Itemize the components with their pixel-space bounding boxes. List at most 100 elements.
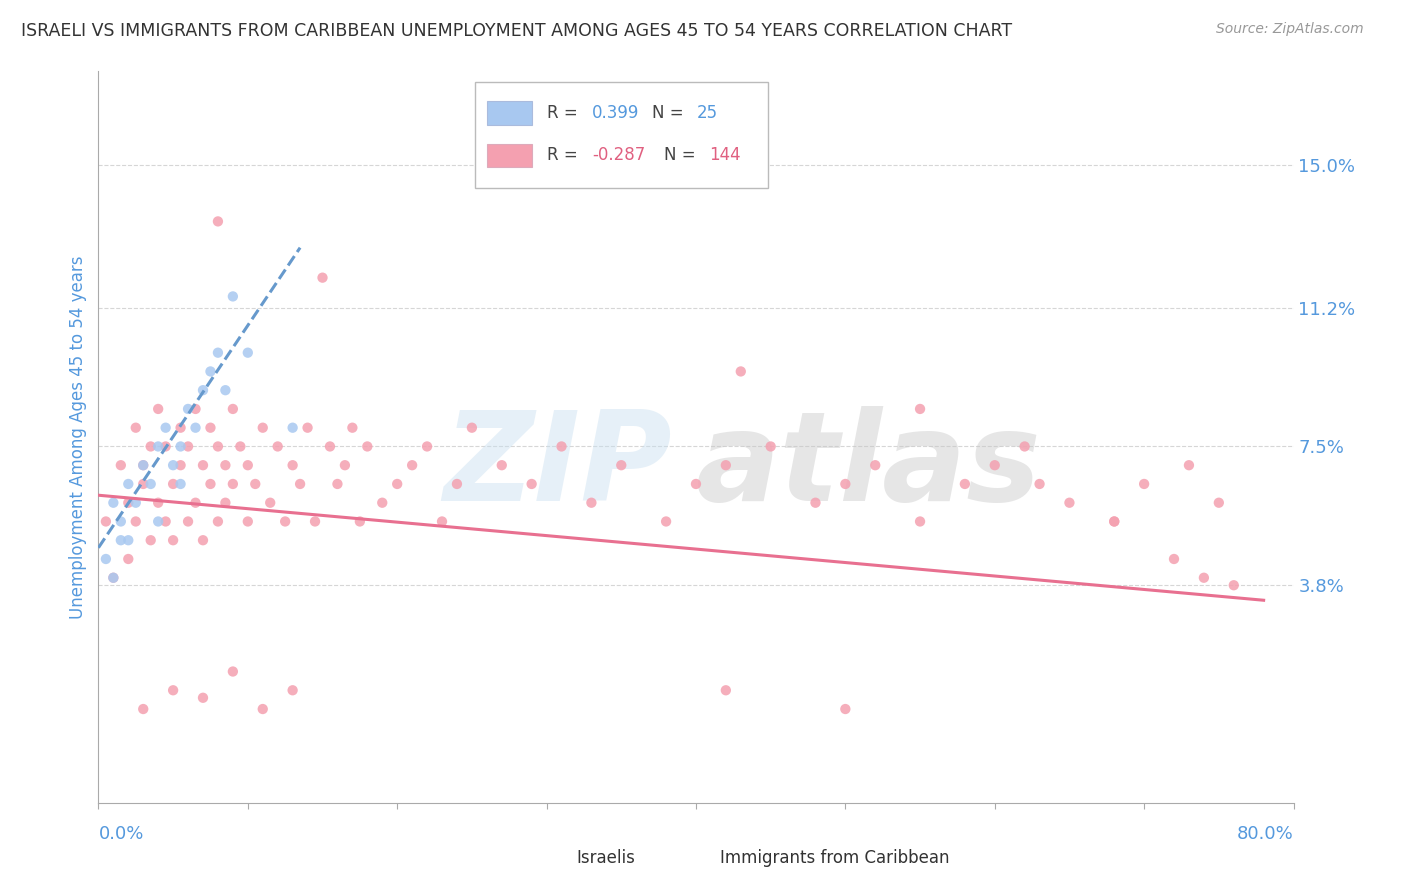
Point <box>110 533 132 548</box>
Point <box>1208 496 1230 510</box>
Point <box>461 420 484 434</box>
Point <box>162 683 184 698</box>
Point <box>385 477 409 491</box>
Text: Immigrants from Caribbean: Immigrants from Caribbean <box>720 848 949 867</box>
Point <box>200 364 222 378</box>
Point <box>550 440 572 454</box>
Point <box>148 515 170 529</box>
Point <box>117 552 139 566</box>
Point <box>148 440 170 454</box>
Point <box>1028 477 1050 491</box>
Point <box>804 496 827 510</box>
Point <box>103 496 125 510</box>
Point <box>1104 515 1126 529</box>
Point <box>148 496 170 510</box>
Point <box>214 383 236 397</box>
Point <box>865 458 887 473</box>
Point <box>1163 552 1185 566</box>
Point <box>401 458 423 473</box>
Point <box>125 420 148 434</box>
FancyBboxPatch shape <box>672 847 710 869</box>
Text: -0.287: -0.287 <box>592 146 645 164</box>
Point <box>132 702 155 716</box>
Text: Source: ZipAtlas.com: Source: ZipAtlas.com <box>1216 22 1364 37</box>
Point <box>94 515 117 529</box>
Point <box>132 458 155 473</box>
Point <box>730 364 752 378</box>
FancyBboxPatch shape <box>486 144 533 167</box>
Point <box>326 477 349 491</box>
Point <box>222 477 245 491</box>
Point <box>110 515 132 529</box>
Text: 144: 144 <box>709 146 741 164</box>
Point <box>685 477 707 491</box>
Point <box>1104 515 1126 529</box>
Point <box>125 496 148 510</box>
Point <box>356 440 378 454</box>
Point <box>311 270 333 285</box>
Point <box>581 496 603 510</box>
Point <box>491 458 513 473</box>
Point <box>103 571 125 585</box>
Point <box>184 401 207 416</box>
Point <box>191 383 214 397</box>
Point <box>162 458 184 473</box>
Text: R =: R = <box>547 104 582 122</box>
Point <box>281 458 304 473</box>
Point <box>236 458 259 473</box>
Point <box>222 401 245 416</box>
Point <box>117 533 139 548</box>
Point <box>155 515 177 529</box>
Point <box>908 401 931 416</box>
Point <box>169 420 191 434</box>
Point <box>191 690 214 705</box>
Point <box>342 420 364 434</box>
Point <box>177 440 200 454</box>
Point <box>207 345 229 359</box>
Point <box>1178 458 1201 473</box>
Point <box>117 477 139 491</box>
Point <box>655 515 678 529</box>
Point <box>110 458 132 473</box>
Text: R =: R = <box>547 146 582 164</box>
Point <box>446 477 468 491</box>
Point <box>94 552 117 566</box>
Point <box>319 440 342 454</box>
Point <box>259 496 281 510</box>
Point <box>759 440 782 454</box>
Point <box>132 458 155 473</box>
Point <box>214 458 236 473</box>
Point <box>169 440 191 454</box>
FancyBboxPatch shape <box>529 847 567 869</box>
Point <box>169 458 191 473</box>
Point <box>908 515 931 529</box>
Point <box>200 477 222 491</box>
Point <box>148 401 170 416</box>
Point <box>155 440 177 454</box>
Text: ZIP: ZIP <box>443 406 672 527</box>
Point <box>371 496 394 510</box>
Text: ISRAELI VS IMMIGRANTS FROM CARIBBEAN UNEMPLOYMENT AMONG AGES 45 TO 54 YEARS CORR: ISRAELI VS IMMIGRANTS FROM CARIBBEAN UNE… <box>21 22 1012 40</box>
Point <box>520 477 543 491</box>
Point <box>236 345 259 359</box>
Point <box>834 702 856 716</box>
Text: 80.0%: 80.0% <box>1237 825 1294 843</box>
Point <box>953 477 976 491</box>
Point <box>155 420 177 434</box>
Point <box>1223 578 1246 592</box>
Point <box>177 401 200 416</box>
Point <box>714 458 737 473</box>
Point <box>281 420 304 434</box>
Point <box>834 477 856 491</box>
Point <box>162 533 184 548</box>
Text: Israelis: Israelis <box>576 848 636 867</box>
Point <box>333 458 356 473</box>
FancyBboxPatch shape <box>475 82 768 188</box>
Point <box>207 515 229 529</box>
Point <box>349 515 371 529</box>
Point <box>207 214 229 228</box>
Text: 25: 25 <box>697 104 718 122</box>
FancyBboxPatch shape <box>486 102 533 125</box>
Text: atlas: atlas <box>696 406 1042 527</box>
Point <box>297 420 319 434</box>
